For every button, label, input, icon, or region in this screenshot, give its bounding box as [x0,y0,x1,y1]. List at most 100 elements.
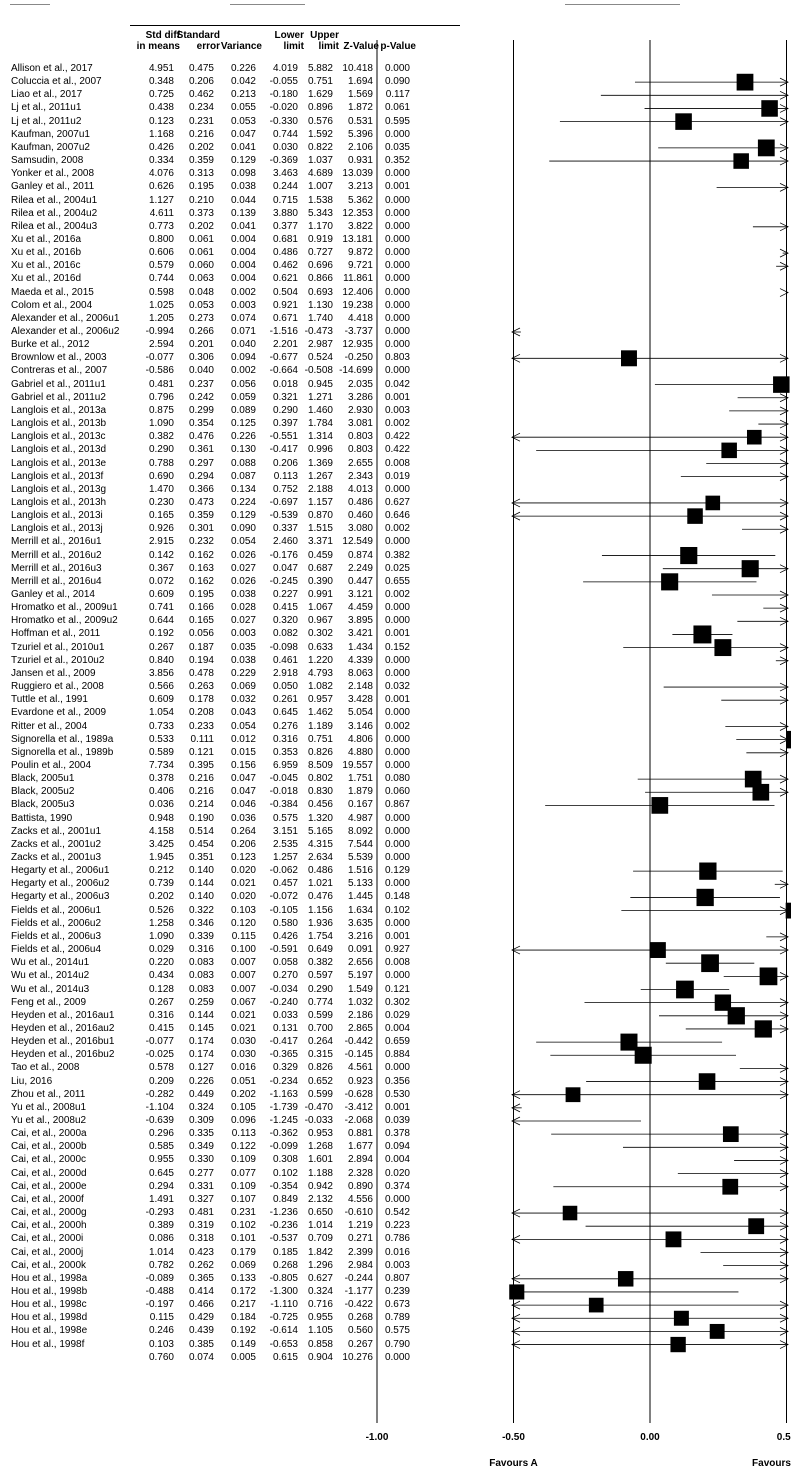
cell-z: 1.751 [347,773,373,785]
cell-var: 0.100 [230,944,256,956]
cell-z: 2.655 [347,457,373,469]
cell-lo: -0.537 [269,1233,298,1245]
cell-p: 0.790 [384,1338,410,1350]
cell-p: 0.019 [384,470,410,482]
cell-hi: 0.456 [307,799,333,811]
ci-arrow-right [779,1234,789,1244]
cell-var: 0.088 [230,457,256,469]
cell-lo: -1.739 [269,1101,298,1113]
cell-hi: 1.021 [307,878,333,890]
study-name-cell: Heyden et al., 2016au1 [11,1009,115,1021]
cell-z: 0.890 [347,1180,373,1192]
cell-d: 0.788 [148,457,174,469]
cell-p: 0.595 [384,115,410,127]
cell-var: 0.109 [230,1180,256,1192]
cell-var: 0.109 [230,1154,256,1166]
cell-hi: 0.486 [307,865,333,877]
ci-arrow-right [779,288,789,297]
cell-lo: 0.320 [272,615,298,627]
cell-se: 0.178 [188,694,214,706]
cell-var: 0.206 [230,838,256,850]
cell-var: 0.122 [230,1141,256,1153]
cell-se: 0.165 [188,615,214,627]
cell-var: 0.004 [230,273,256,285]
cell-p: 0.575 [384,1325,410,1337]
cell-p: 0.422 [384,444,410,456]
cell-hi: 0.904 [307,1351,333,1363]
effect-box [748,1218,765,1235]
cell-z: 2.399 [347,1246,373,1258]
cell-se: 0.475 [188,63,214,74]
cell-p: 0.000 [384,536,410,548]
ci-arrow-left [511,327,521,337]
cell-var: 0.021 [230,1022,256,1034]
cell-hi: 0.866 [307,273,333,285]
cell-se: 0.048 [188,286,214,298]
cell-d: 1.014 [148,1246,174,1258]
ci-arrow-right [779,695,789,705]
study-name-cell: Heyden et al., 2016au2 [11,1022,115,1034]
cell-hi: 0.476 [307,891,333,903]
cell-var: 0.139 [230,207,256,219]
cell-se: 0.216 [188,786,214,798]
cell-hi: -0.473 [304,326,333,337]
cell-z: 5.396 [347,128,373,140]
cell-z: 4.561 [347,1062,373,1074]
cell-hi: 0.751 [307,76,333,88]
cell-se: 0.335 [188,1128,214,1140]
cell-var: 0.077 [230,1167,256,1179]
ci-arrow-right [779,104,789,113]
cell-hi: 1.130 [307,299,333,311]
cell-se: 0.263 [188,681,214,693]
cell-lo: 0.113 [273,470,298,482]
cell-var: 0.090 [230,523,256,535]
cell-p: 0.000 [384,365,410,377]
ci-arrow-right [779,459,789,468]
ci-arrow-right [779,1261,789,1271]
effect-box [698,1073,716,1090]
study-name-cell: Hou et al., 1998b [11,1285,88,1297]
cell-z: 3.080 [347,523,373,535]
effect-box [649,942,666,958]
cell-hi: 0.696 [307,260,333,272]
cell-z: 4.418 [347,312,373,324]
cell-se: 0.354 [188,418,214,430]
study-name-cell: Fields et al., 2006u4 [11,944,102,956]
cell-d: 0.348 [148,76,174,88]
cell-p: 0.000 [384,746,410,758]
cell-d: 1.205 [148,312,174,324]
cell-p: 0.000 [384,825,410,837]
column-header-line2: p-Value [380,41,416,52]
cell-d: 0.389 [148,1220,174,1232]
cell-z: 3.286 [347,391,373,403]
cell-hi: 0.599 [307,1009,333,1021]
cell-p: 0.004 [384,1154,410,1166]
cell-lo: 0.397 [272,418,298,430]
ci-arrow-right [779,406,789,416]
cell-lo: -0.330 [269,115,298,127]
study-name-cell: Rilea et al., 2004u2 [11,207,98,219]
cell-z: 1.634 [347,904,373,916]
cell-p: 0.000 [384,878,410,890]
cell-z: 2.249 [347,562,373,574]
ci-arrow-left [511,1103,521,1113]
study-name-cell: Fields et al., 2006u2 [11,917,102,929]
cell-z: 0.874 [347,549,373,561]
cell-z: 2.035 [347,378,373,390]
cell-p: 0.000 [384,733,410,745]
cell-hi: 1.936 [307,917,333,929]
cell-p: 0.001 [384,391,410,403]
cell-p: 0.094 [384,1141,410,1153]
cell-var: 0.027 [230,615,256,627]
cell-d: 1.470 [148,483,174,495]
cell-hi: 1.007 [307,181,333,193]
effect-box [722,1178,739,1195]
cell-lo: 2.460 [272,536,298,548]
cell-lo: 0.268 [272,1259,298,1271]
cell-var: 0.059 [230,391,256,403]
favours-left-label: Favours A [489,1458,538,1469]
ci-arrow-left [511,1208,521,1218]
cell-d: 1.054 [148,707,174,719]
ci-arrow-left [511,353,521,363]
cell-var: 0.192 [230,1325,256,1337]
